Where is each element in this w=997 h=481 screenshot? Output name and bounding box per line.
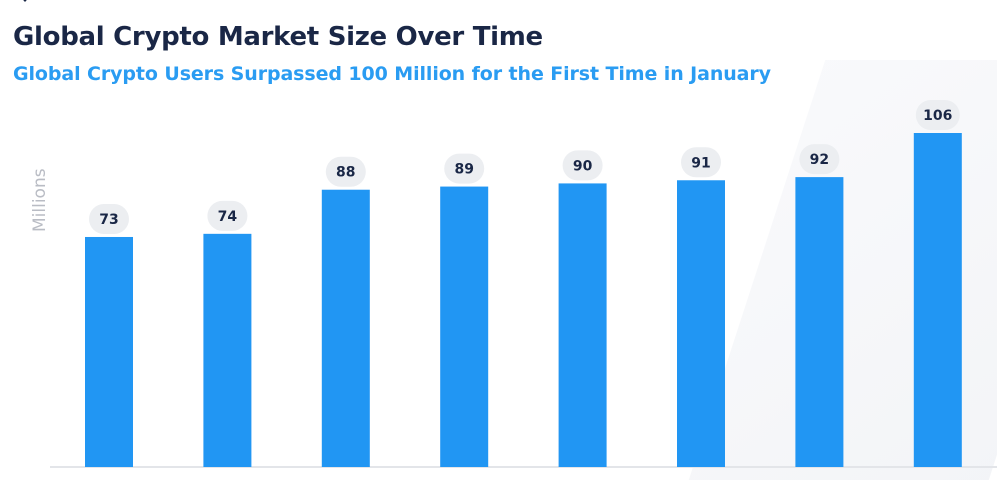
bar-6 [677,180,725,467]
data-label-7: 92 [810,152,829,168]
bar-1 [85,236,133,467]
data-label-bg-2 [207,200,248,231]
data-labels-group: 73 74 88 89 90 91 92 106 [89,100,960,234]
chart-subtitle: Global Crypto Users Surpassed 100 Millio… [13,63,771,85]
data-label-8: 106 [923,108,952,124]
bars-group [85,133,962,467]
data-label-5: 90 [573,158,593,174]
data-label-bg-7 [799,144,840,175]
data-label-4: 89 [454,162,473,178]
chart-title: Global Crypto Market Size Over Time [13,22,543,52]
data-label-1: 73 [99,212,118,228]
data-label-bg-1 [89,203,129,234]
bar-8 [913,133,962,467]
data-label-bg-5 [562,150,603,181]
data-label-3: 88 [336,165,355,181]
data-label-bg-8 [915,100,960,130]
bar-7 [795,177,844,467]
bar-2 [203,233,252,467]
bar-5 [558,183,607,467]
data-label-bg-4 [444,153,485,184]
data-label-2: 74 [218,209,238,225]
bar-3 [321,189,370,467]
brand-logo-icon [23,0,27,2]
bar-4 [440,186,489,467]
data-label-bg-3 [325,156,366,187]
data-label-bg-6 [681,147,721,178]
data-label-6: 91 [691,155,710,171]
